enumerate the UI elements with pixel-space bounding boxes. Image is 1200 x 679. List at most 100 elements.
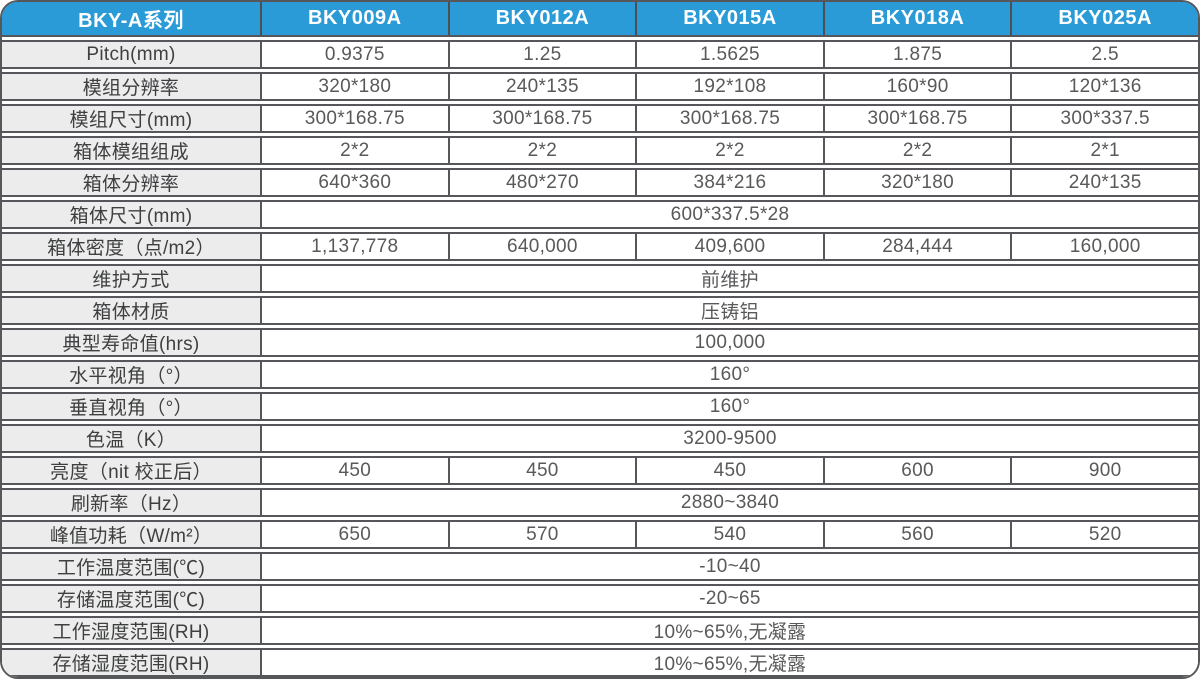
header-model-bky018a: BKY018A	[822, 2, 1011, 35]
cell-value: 120*136	[1010, 74, 1198, 99]
table-row-storage-temperature: 存储温度范围(℃) -20~65	[2, 584, 1198, 613]
row-label: 亮度（nit 校正后）	[2, 458, 262, 483]
cell-value-span: 3200-9500	[262, 426, 1198, 451]
cell-value-span: 100,000	[262, 330, 1198, 355]
cell-value: 2*2	[822, 138, 1011, 163]
cell-value: 384*216	[635, 170, 823, 195]
table-row-module-resolution: 模组分辨率 320*180 240*135 192*108 160*90 120…	[2, 72, 1198, 101]
cell-value: 900	[1010, 458, 1198, 483]
row-label: Pitch(mm)	[2, 42, 262, 67]
cell-value: 640*360	[262, 170, 448, 195]
cell-value-span: 160°	[262, 362, 1198, 387]
row-label: 存储湿度范围(RH)	[2, 650, 262, 675]
cell-value: 240*135	[447, 74, 636, 99]
table-row-storage-humidity: 存储湿度范围(RH) 10%~65%,无凝露	[2, 648, 1198, 677]
header-model-bky009a: BKY009A	[262, 2, 448, 35]
cell-value: 570	[447, 522, 636, 547]
row-label: 工作温度范围(℃)	[2, 554, 262, 579]
cell-value: 1.5625	[635, 42, 823, 67]
cell-value: 1.875	[822, 42, 1011, 67]
cell-value-span: 160°	[262, 394, 1198, 419]
cell-value: 240*135	[1010, 170, 1198, 195]
cell-value: 520	[1010, 522, 1198, 547]
cell-value-span: 600*337.5*28	[262, 202, 1198, 227]
cell-value: 560	[822, 522, 1011, 547]
cell-value: 300*168.75	[635, 106, 823, 131]
row-label: 箱体尺寸(mm)	[2, 202, 262, 227]
cell-value: 300*168.75	[447, 106, 636, 131]
cell-value: 1.25	[447, 42, 636, 67]
cell-value: 320*180	[262, 74, 448, 99]
row-label: 维护方式	[2, 266, 262, 291]
header-model-bky012a: BKY012A	[447, 2, 636, 35]
row-label: 水平视角（°）	[2, 362, 262, 387]
row-label: 箱体模组组成	[2, 138, 262, 163]
cell-value-span: 10%~65%,无凝露	[262, 650, 1198, 675]
table-row-cabinet-composition: 箱体模组组成 2*2 2*2 2*2 2*2 2*1	[2, 136, 1198, 165]
cell-value: 450	[447, 458, 636, 483]
table-row-pitch: Pitch(mm) 0.9375 1.25 1.5625 1.875 2.5	[2, 40, 1198, 69]
cell-value-span: -20~65	[262, 586, 1198, 611]
table-row-module-size: 模组尺寸(mm) 300*168.75 300*168.75 300*168.7…	[2, 104, 1198, 133]
cell-value-span: 2880~3840	[262, 490, 1198, 515]
row-label: 峰值功耗（W/m²）	[2, 522, 262, 547]
cell-value: 300*168.75	[822, 106, 1011, 131]
row-label: 工作湿度范围(RH)	[2, 618, 262, 643]
cell-value: 2.5	[1010, 42, 1198, 67]
row-label: 存储温度范围(℃)	[2, 586, 262, 611]
cell-value: 300*337.5	[1010, 106, 1198, 131]
table-row-cabinet-density: 箱体密度（点/m2） 1,137,778 640,000 409,600 284…	[2, 232, 1198, 261]
cell-value: 2*1	[1010, 138, 1198, 163]
row-label: 箱体密度（点/m2）	[2, 234, 262, 259]
cell-value: 650	[262, 522, 448, 547]
table-row-color-temperature: 色温（K） 3200-9500	[2, 424, 1198, 453]
cell-value: 409,600	[635, 234, 823, 259]
table-row-operating-temperature: 工作温度范围(℃) -10~40	[2, 552, 1198, 581]
header-series-label: BKY-A系列	[2, 2, 262, 35]
cell-value: 0.9375	[262, 42, 448, 67]
row-label: 刷新率（Hz）	[2, 490, 262, 515]
cell-value-span: 前维护	[262, 266, 1198, 291]
row-label: 模组分辨率	[2, 74, 262, 99]
cell-value: 1,137,778	[262, 234, 448, 259]
table-row-horizontal-angle: 水平视角（°） 160°	[2, 360, 1198, 389]
cell-value: 320*180	[822, 170, 1011, 195]
cell-value: 300*168.75	[262, 106, 448, 131]
cell-value-span: -10~40	[262, 554, 1198, 579]
cell-value: 160*90	[822, 74, 1011, 99]
row-label: 箱体材质	[2, 298, 262, 323]
cell-value: 450	[635, 458, 823, 483]
table-row-cabinet-size: 箱体尺寸(mm) 600*337.5*28	[2, 200, 1198, 229]
table-row-brightness: 亮度（nit 校正后） 450 450 450 600 900	[2, 456, 1198, 485]
cell-value-span: 10%~65%,无凝露	[262, 618, 1198, 643]
cell-value: 640,000	[447, 234, 636, 259]
row-label: 箱体分辨率	[2, 170, 262, 195]
table-row-peak-power: 峰值功耗（W/m²） 650 570 540 560 520	[2, 520, 1198, 549]
table-row-maintenance: 维护方式 前维护	[2, 264, 1198, 293]
row-label: 模组尺寸(mm)	[2, 106, 262, 131]
table-row-cabinet-material: 箱体材质 压铸铝	[2, 296, 1198, 325]
cell-value: 192*108	[635, 74, 823, 99]
table-row-lifetime: 典型寿命值(hrs) 100,000	[2, 328, 1198, 357]
cell-value: 2*2	[447, 138, 636, 163]
cell-value: 160,000	[1010, 234, 1198, 259]
cell-value: 2*2	[262, 138, 448, 163]
table-row-vertical-angle: 垂直视角（°） 160°	[2, 392, 1198, 421]
cell-value: 480*270	[447, 170, 636, 195]
header-model-bky025a: BKY025A	[1010, 2, 1198, 35]
cell-value: 2*2	[635, 138, 823, 163]
row-label: 色温（K）	[2, 426, 262, 451]
table-row-operating-humidity: 工作湿度范围(RH) 10%~65%,无凝露	[2, 616, 1198, 645]
cell-value: 540	[635, 522, 823, 547]
header-model-bky015a: BKY015A	[635, 2, 823, 35]
table-row-cabinet-resolution: 箱体分辨率 640*360 480*270 384*216 320*180 24…	[2, 168, 1198, 197]
cell-value: 600	[822, 458, 1011, 483]
row-label: 典型寿命值(hrs)	[2, 330, 262, 355]
table-header-row: BKY-A系列 BKY009A BKY012A BKY015A BKY018A …	[2, 2, 1198, 37]
cell-value: 450	[262, 458, 448, 483]
row-label: 垂直视角（°）	[2, 394, 262, 419]
table-row-refresh-rate: 刷新率（Hz） 2880~3840	[2, 488, 1198, 517]
cell-value-span: 压铸铝	[262, 298, 1198, 323]
cell-value: 284,444	[822, 234, 1011, 259]
